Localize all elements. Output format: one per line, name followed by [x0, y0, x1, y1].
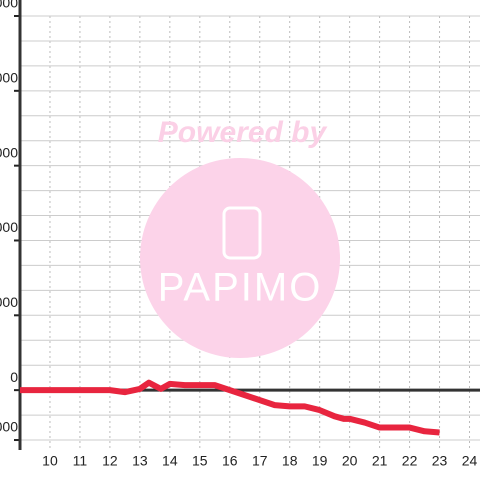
- x-tick-label: 24: [462, 453, 478, 469]
- x-tick-label: 16: [222, 453, 238, 469]
- x-tick-label: 17: [252, 453, 268, 469]
- watermark: Powered by: [158, 116, 328, 149]
- x-tick-label: 15: [192, 453, 208, 469]
- y-tick-label: 120,000: [0, 70, 18, 86]
- x-tick-label: 21: [372, 453, 388, 469]
- x-tick-label: 10: [42, 453, 58, 469]
- x-tick-label: 19: [312, 453, 328, 469]
- x-tick-label: 12: [102, 453, 118, 469]
- line: [20, 379, 440, 436]
- y-tick-label: 0: [10, 369, 18, 385]
- x-tick-label: 23: [432, 453, 448, 469]
- x-tick-label: 14: [162, 453, 178, 469]
- x-tick-label: 20: [342, 453, 358, 469]
- x-tick-label: 18: [282, 453, 298, 469]
- y-tick-label: 90,000: [0, 144, 18, 160]
- y-tick-label: -20,000: [0, 419, 18, 435]
- x-tick-label: 11: [73, 453, 88, 469]
- x-tick-label: 13: [132, 453, 148, 469]
- logo-phone: [222, 206, 262, 260]
- x-tick-label: 22: [402, 453, 418, 469]
- y-tick-label: 150,000: [0, 0, 18, 11]
- y-tick-label: 60,000: [0, 219, 18, 235]
- logo-text: PAPIMO: [158, 266, 323, 310]
- y-tick-label: 30,000: [0, 294, 18, 310]
